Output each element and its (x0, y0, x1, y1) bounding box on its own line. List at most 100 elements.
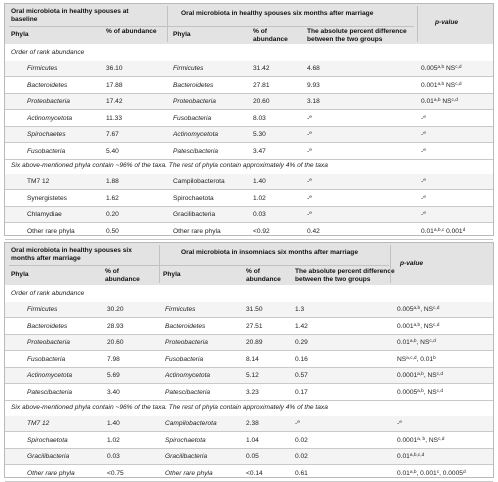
abundance-left: 28.93 (107, 322, 124, 330)
p-value-text: , 0.001 (416, 469, 437, 477)
abundance-left: 17.42 (106, 98, 123, 105)
table-healthy-baseline-vs-six-months: Oral microbiota in healthy spouses at ba… (4, 3, 494, 240)
abundance-right: 27.81 (253, 81, 270, 89)
p-value-text: 0.001 (444, 227, 463, 235)
p-value-text: 0.0005 (397, 388, 418, 396)
difference-value: 4.68 (307, 65, 320, 72)
p-value-text: 0.005 (421, 65, 438, 72)
p-value: -e (397, 416, 402, 432)
abundance-left: 1.40 (107, 420, 120, 427)
p-value-text: , 0.01 (416, 355, 434, 363)
abundance-left: 30.20 (107, 306, 124, 313)
p-value-text: 0.01 (421, 98, 434, 105)
table-row: Other rare phyla <0.75 Other rare phyla <0.… (5, 466, 493, 482)
abundance-right: 3.23 (246, 388, 259, 396)
phylum-left: Spirochaetes (27, 131, 66, 138)
table-row: TM7 12 1.40 Campilobacterota 2.38 -e -e (5, 416, 493, 432)
phylum-right: Actinomycetota (173, 131, 219, 138)
abundance-right: 5.30 (253, 131, 266, 138)
table-row: Actinomycetota 11.33 Fusobacteria 8.03 -e -e (5, 111, 493, 127)
p-value-superscript: c,d (433, 322, 440, 328)
p-value-text: -e (421, 131, 426, 138)
p-value-superscript: d (462, 469, 466, 475)
p-value-text: 0.0001 (397, 436, 418, 444)
abundance-right: 20.89 (246, 339, 263, 346)
abundance-left: <0.75 (107, 469, 124, 477)
phylum-left: Proteobacteria (27, 339, 70, 346)
difference-value: 3.18 (307, 98, 320, 105)
difference-value: -e (307, 211, 312, 218)
p-value-text: NS (444, 65, 456, 72)
p-value-text: 0.001 (397, 322, 414, 330)
phylum-left: Synergistetes (27, 194, 67, 202)
col-phyla-right: Phyla (173, 31, 191, 38)
p-value-text: 0.005 (397, 306, 414, 313)
table-row: Proteobacteria 20.60 Proteobacteria 20.89 0.… (5, 335, 493, 351)
difference-value: -e (307, 178, 312, 185)
p-value: 0.0001a,b, NSc,d (397, 368, 443, 384)
difference-value: 1.3 (295, 306, 305, 313)
table-row: Synergistetes 1.62 Spirochaetota 1.02 -e -e (5, 191, 493, 207)
abundance-right: 8.03 (253, 114, 266, 122)
p-value-superscript: a,b (417, 372, 424, 377)
abundance-right: 8.14 (246, 355, 259, 363)
phylum-left: TM7 12 (27, 420, 50, 427)
col-phyla-left: Phyla (11, 31, 29, 38)
p-value-text: NS (444, 81, 456, 89)
header-divider (9, 26, 414, 27)
abundance-right: 3.47 (253, 147, 266, 155)
p-value: 0.005a,b NSc,d (421, 61, 462, 77)
difference-value: 0.42 (307, 227, 320, 235)
abundance-left: 17.88 (106, 81, 123, 89)
col-phyla-left: Phyla (11, 271, 29, 278)
p-value-text: , NS (420, 306, 434, 313)
phylum-right: Bacteroidetes (173, 81, 214, 89)
difference-value: 0.61 (295, 469, 308, 477)
phylum-right: Proteobacteria (165, 339, 208, 346)
abundance-left: 5.69 (107, 372, 120, 379)
phylum-left: Proteobacteria (27, 98, 70, 105)
p-value-superscript: d (462, 227, 466, 233)
p-value: -e (421, 191, 426, 207)
p-value-text: -e (421, 178, 426, 185)
header-right-title: Oral microbiota in healthy spouses six m… (181, 10, 374, 17)
p-value-text: , NS (423, 372, 437, 379)
p-value-superscript: c,d (455, 81, 462, 87)
p-value-superscript: a,b (413, 306, 421, 311)
phylum-right: Spirochaetota (173, 194, 214, 202)
table-row: Other rare phyla 0.50 Other rare phyla <0.9… (5, 224, 493, 240)
abundance-left: 0.03 (107, 453, 120, 460)
phylum-right: Bacteroidetes (165, 322, 206, 330)
p-value-superscript: a,b (433, 98, 441, 103)
col-abundance-left: % of abundance (106, 28, 157, 35)
p-value-text: 0.01 (397, 453, 410, 460)
phylum-right: Firmicutes (173, 65, 204, 72)
abundance-right: 0.05 (246, 453, 259, 460)
phylum-left: TM7 12 (27, 178, 50, 185)
abundance-left: 36.10 (106, 65, 123, 72)
abundance-right: 31.50 (246, 306, 263, 313)
p-value-text: -e (421, 194, 426, 202)
phylum-left: Actinomycetota (27, 372, 73, 379)
p-value-superscript: a,b (409, 339, 417, 344)
abundance-right: 20.60 (253, 98, 270, 105)
p-value: 0.01a,b, NSc,d (397, 335, 436, 351)
p-value-text: 0.01 (421, 227, 434, 235)
p-value-text: 0.001 (421, 81, 438, 89)
abundance-left: 0.50 (106, 227, 119, 235)
p-value-superscript: a,c,d (406, 355, 417, 361)
table-header: Oral microbiota in healthy spouses six m… (5, 243, 493, 285)
phylum-right: Spirochaetota (165, 436, 206, 444)
table-row: TM7 12 1.88 Campilobacterota 1.40 -e -e (5, 174, 493, 190)
p-value: NSa,c,d, 0.01b (397, 352, 436, 368)
p-value: 0.01a,b,c 0.001d (421, 224, 465, 240)
header-pvalue: p-value (400, 260, 424, 267)
table-row: Fusobacteria 7.98 Fusobacteria 8.14 0.16 NSa,… (5, 352, 493, 368)
section-note: Order of rank abundance (11, 290, 85, 297)
p-value-text: , NS (425, 436, 439, 444)
p-value-text: , 0.0005 (439, 469, 463, 477)
phylum-left: Firmicutes (27, 65, 58, 72)
col-difference: The absolute percent difference between … (307, 28, 407, 43)
phylum-right: Patescibacteria (173, 147, 219, 155)
abundance-left: 20.60 (107, 339, 124, 346)
